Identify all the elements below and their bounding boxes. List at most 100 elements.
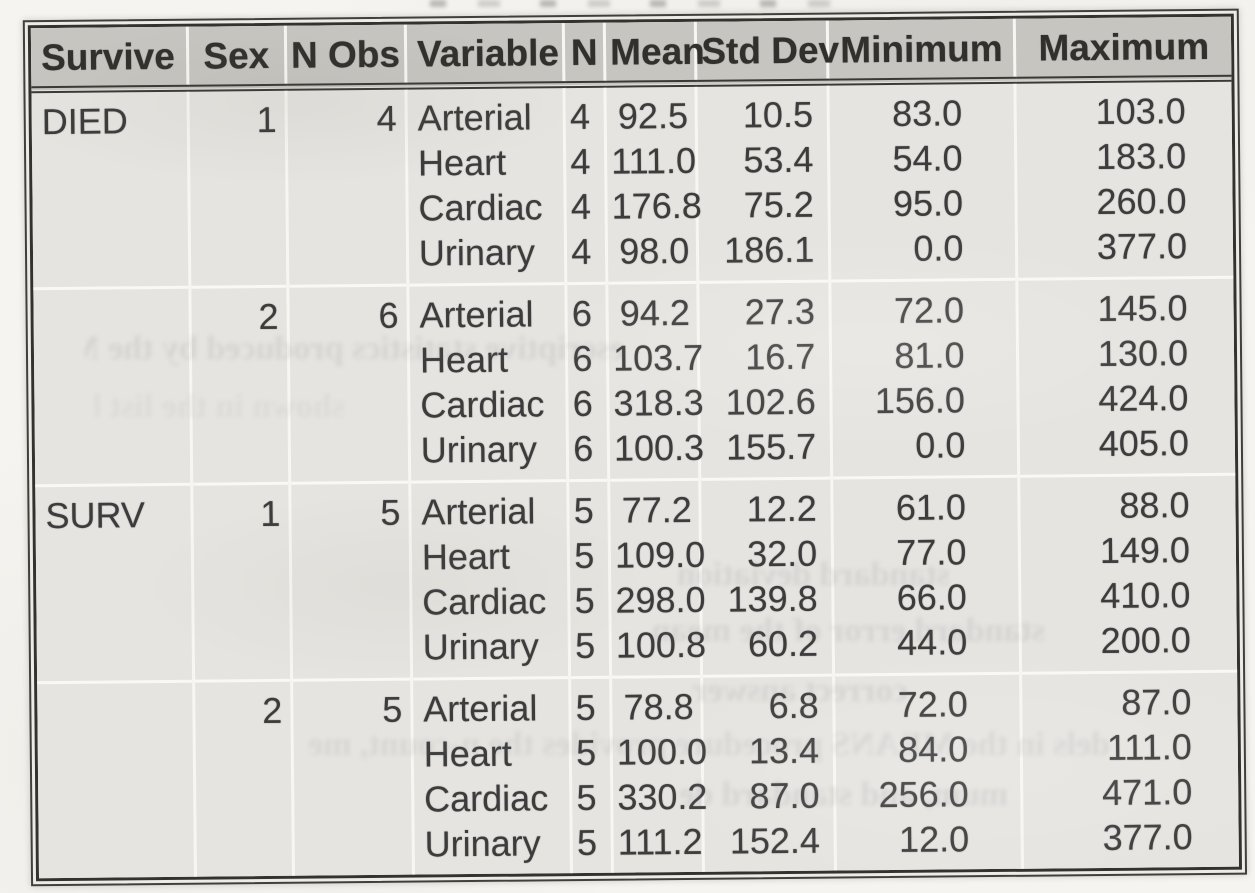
cell-variable: Heart: [410, 533, 569, 580]
cell-variable: Arterial: [405, 84, 565, 141]
cell-n: 5: [570, 729, 612, 776]
cell-sex: 1: [191, 483, 291, 537]
cell-n-obs: 6: [287, 285, 409, 339]
column-header-n: N: [563, 22, 605, 85]
cell-mean: 78.8: [610, 676, 703, 730]
cell-std-dev: 87.0: [702, 772, 836, 819]
cell-std-dev: 186.1: [697, 226, 831, 283]
cell-n: 5: [568, 480, 610, 534]
cell-survive: SURV: [35, 484, 192, 539]
cell-std-dev: 155.7: [699, 423, 832, 480]
cell-variable: Cardiac: [408, 381, 568, 428]
cell-n: 6: [567, 425, 609, 481]
cell-maximum: 103.0: [1095, 90, 1186, 133]
cell-n: 6: [566, 335, 608, 382]
cell-std-dev: 152.4: [703, 817, 836, 872]
cell-variable: Heart: [408, 336, 568, 383]
cell-maximum: 471.0: [1101, 771, 1193, 813]
cell-n: 5: [569, 622, 611, 678]
cell-mean: 109.0: [609, 531, 705, 578]
cell-survive: DIED: [31, 88, 188, 145]
cell-maximum: 377.0: [1096, 225, 1188, 268]
column-header-variable: Variable: [405, 23, 565, 87]
cell-minimum: 72.0: [833, 673, 1022, 728]
cell-minimum: 0.0: [831, 421, 1020, 479]
cell-maximum: 377.0: [1102, 816, 1193, 858]
cell-minimum: 95.0: [829, 179, 1017, 227]
column-header-maximum: Maximum: [1014, 16, 1232, 81]
cell-std-dev: 6.8: [701, 675, 835, 729]
cell-std-dev: 10.5: [696, 82, 829, 138]
cell-std-dev: 16.7: [698, 333, 832, 380]
cell-n-obs: 4: [285, 86, 407, 142]
cell-maximum: 145.0: [1017, 277, 1234, 332]
cell-std-dev: 27.3: [698, 281, 831, 335]
cell-minimum: 61.0: [831, 476, 1020, 531]
cell-mean: 111.2: [612, 818, 704, 873]
cell-std-dev: 53.4: [696, 136, 830, 183]
cell-maximum: 410.0: [1100, 574, 1191, 616]
cell-std-dev: 60.2: [701, 620, 834, 677]
cell-mean: 318.3: [607, 379, 704, 426]
cell-minimum: 81.0: [830, 331, 1019, 379]
cell-maximum: 200.0: [1100, 619, 1191, 661]
cell-variable: Heart: [406, 139, 566, 186]
cell-n: 5: [568, 577, 611, 624]
cell-n: 5: [571, 819, 613, 874]
cell-variable: Arterial: [407, 283, 567, 338]
cell-variable: Urinary: [412, 820, 572, 875]
column-header-minimum: Minimum: [827, 18, 1016, 83]
cell-variable: Arterial: [409, 480, 569, 535]
cell-maximum: 130.0: [1097, 332, 1189, 375]
cell-mean: 98.0: [606, 227, 699, 284]
cell-std-dev: 75.2: [697, 181, 830, 228]
cell-sex: 2: [193, 680, 293, 734]
cell-n-obs: 5: [291, 679, 413, 733]
cell-minimum: 0.0: [829, 224, 1018, 282]
cell-sex: 1: [187, 87, 287, 143]
cell-minimum: 256.0: [834, 770, 1023, 818]
table-header-row: Survive Sex N Obs Variable N Mean Std De…: [30, 16, 1232, 90]
cell-std-dev: 13.4: [702, 727, 835, 774]
cell-n-obs: 5: [289, 482, 411, 536]
cell-variable: Cardiac: [406, 184, 566, 231]
table-frame: Survive Sex N Obs Variable N Mean Std De…: [27, 13, 1242, 882]
cell-n: 6: [566, 283, 608, 337]
cell-n: 4: [565, 228, 607, 284]
cell-survive: [37, 681, 194, 736]
cell-variable: Urinary: [409, 426, 569, 483]
scan-edge-marks: [430, 0, 850, 7]
cell-maximum: 260.0: [1096, 180, 1187, 223]
cell-n: 4: [564, 84, 606, 140]
column-header-std-dev: Std Dev: [695, 20, 839, 84]
cell-std-dev: 12.2: [699, 478, 833, 532]
column-header-survive: Survive: [30, 26, 188, 90]
cell-variable: Heart: [412, 730, 571, 777]
cell-mean: 94.2: [606, 282, 699, 336]
cell-minimum: 77.0: [832, 528, 1021, 576]
cell-variable: Cardiac: [410, 578, 570, 625]
cell-mean: 111.0: [605, 137, 698, 184]
cell-minimum: 83.0: [828, 80, 1016, 137]
cell-maximum: 183.0: [1095, 135, 1187, 178]
cell-minimum: 156.0: [831, 376, 1019, 424]
cell-std-dev: 102.6: [699, 378, 832, 425]
cell-minimum: 84.0: [834, 725, 1022, 773]
cell-maximum: 111.0: [1106, 726, 1193, 768]
table-row: Urinary 5 111.2 152.4 12.0 377.0: [38, 814, 1239, 879]
cell-minimum: 54.0: [828, 134, 1017, 182]
cell-maximum: 424.0: [1098, 377, 1189, 419]
cell-mean: 100.8: [610, 621, 706, 678]
cell-maximum: 149.0: [1099, 529, 1191, 571]
cell-mean: 298.0: [609, 576, 706, 623]
cell-variable: Urinary: [407, 229, 567, 286]
cell-maximum: 87.0: [1021, 671, 1238, 726]
cell-n: 6: [567, 380, 609, 427]
cell-mean: 103.7: [607, 334, 703, 381]
column-header-sex: Sex: [186, 25, 286, 89]
cell-std-dev: 139.8: [700, 575, 834, 622]
cell-mean: 176.8: [605, 182, 702, 229]
cell-mean: 77.2: [608, 479, 701, 533]
cell-n: 5: [568, 532, 610, 579]
column-header-mean: Mean: [604, 21, 705, 85]
